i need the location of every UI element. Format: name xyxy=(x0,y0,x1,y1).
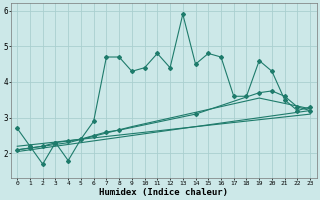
X-axis label: Humidex (Indice chaleur): Humidex (Indice chaleur) xyxy=(99,188,228,197)
